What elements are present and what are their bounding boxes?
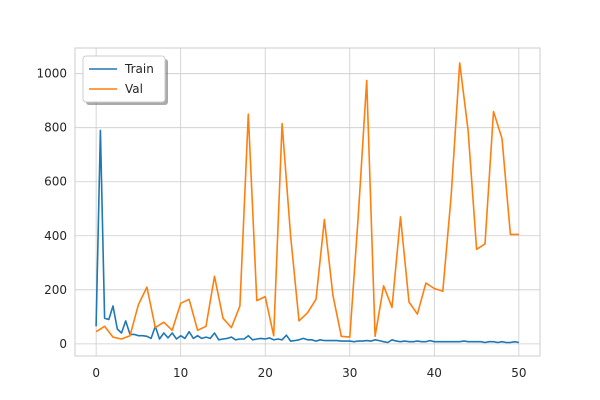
grid [75,48,540,356]
x-axis-ticks: 0 10 20 30 40 50 [92,366,526,380]
x-tick-label: 40 [427,366,442,380]
legend-label-val: Val [125,82,143,96]
x-tick-label: 20 [258,366,273,380]
x-tick-label: 10 [173,366,188,380]
y-tick-label: 800 [44,121,67,135]
y-tick-label: 1000 [36,67,67,81]
legend-box [82,55,166,103]
y-tick-label: 400 [44,229,67,243]
series-line-val [95,62,519,340]
y-axis-ticks: 0 200 400 600 800 1000 [36,67,67,351]
x-tick-label: 30 [342,366,357,380]
y-tick-label: 200 [44,283,67,297]
y-tick-label: 0 [59,337,67,351]
legend-label-train: Train [124,62,154,76]
x-tick-label: 50 [511,366,526,380]
x-tick-label: 0 [92,366,100,380]
y-tick-label: 600 [44,175,67,189]
legend: Train Val [82,55,168,105]
series-line-train [95,129,520,344]
series-layer [95,62,520,344]
